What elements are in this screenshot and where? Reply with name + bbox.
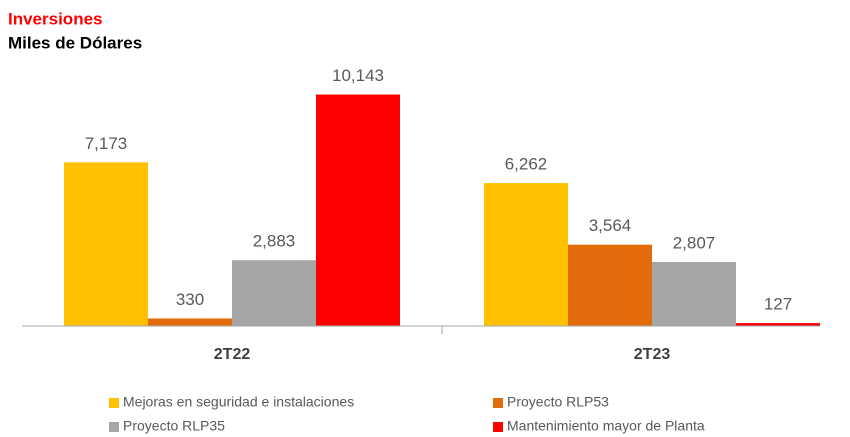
legend-swatch: [109, 422, 119, 432]
legend-swatch: [493, 398, 503, 408]
value-label: 2,807: [673, 233, 716, 252]
value-label: 330: [176, 290, 204, 309]
legend-label: Proyecto RLP53: [507, 394, 609, 410]
chart-title: Inversiones: [8, 9, 103, 28]
value-label: 6,262: [505, 155, 548, 174]
bar: [568, 244, 652, 326]
chart-subtitle: Miles de Dólares: [8, 33, 142, 52]
legend-label: Mantenimiento mayor de Planta: [507, 418, 705, 434]
legend-label: Proyecto RLP35: [123, 418, 225, 434]
bar: [316, 94, 400, 327]
value-label: 2,883: [253, 232, 296, 251]
bar: [148, 318, 232, 326]
legend-label: Mejoras en seguridad e instalaciones: [123, 394, 354, 410]
bar: [652, 261, 736, 326]
value-label: 7,173: [85, 134, 128, 153]
value-label: 3,564: [589, 216, 632, 235]
value-label: 127: [764, 295, 792, 314]
value-label: 10,143: [332, 66, 384, 85]
bar: [64, 162, 148, 326]
bar: [232, 260, 316, 326]
x-tick-label: 2T23: [634, 346, 671, 363]
bar: [484, 183, 568, 326]
x-tick-label: 2T22: [214, 346, 251, 363]
bar: [736, 323, 820, 326]
legend-swatch: [493, 422, 503, 432]
legend-swatch: [109, 398, 119, 408]
